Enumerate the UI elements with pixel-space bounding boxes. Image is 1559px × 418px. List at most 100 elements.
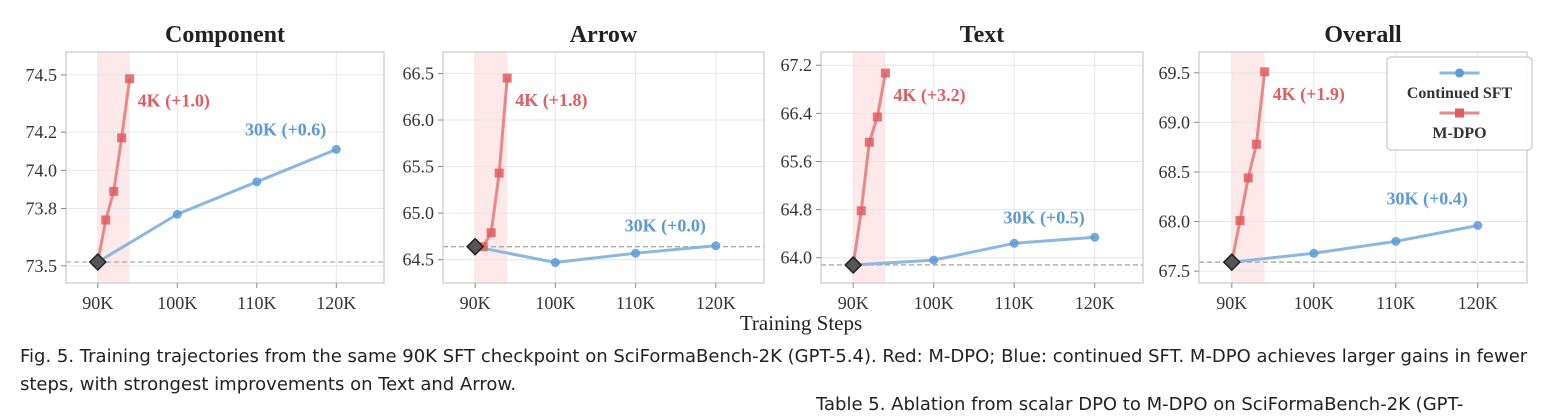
shared-x-axis-label: Training Steps — [740, 311, 862, 335]
x-tick-label: 90K — [1216, 293, 1247, 313]
sft-point — [331, 144, 341, 154]
plot-area — [1230, 67, 1483, 264]
y-tick-label: 68.0 — [1159, 212, 1191, 232]
x-tick-label: 110K — [616, 293, 655, 313]
y-tick-label: 67.2 — [781, 55, 813, 75]
y-tick-label: 64.0 — [781, 248, 813, 268]
sft-point — [1009, 238, 1019, 248]
mdpo-gain-annotation: 4K (+3.2) — [893, 85, 965, 106]
panel-arrow: 90K 100K 110K 120K 64.5 65.0 65.5 66.0 66.5 Arrow… — [403, 22, 765, 313]
sft-point — [1090, 232, 1100, 242]
sft-point — [929, 255, 939, 265]
mdpo-point — [1260, 67, 1270, 77]
mdpo-point — [502, 73, 512, 83]
mdpo-point — [101, 215, 111, 225]
legend-box — [1386, 56, 1533, 151]
y-tick-label: 73.5 — [26, 256, 58, 276]
y-tick-label: 65.6 — [781, 151, 813, 171]
table-caption: Table 5. Ablation from scalar DPO to M-D… — [816, 394, 1464, 415]
sft-gain-annotation: 30K (+0.5) — [1003, 207, 1084, 228]
y-tick-label: 66.4 — [781, 103, 813, 123]
x-tick-label: 120K — [316, 293, 356, 313]
y-tick-label: 74.5 — [26, 65, 58, 85]
y-tick-label: 66.5 — [403, 63, 435, 83]
x-tick-label: 90K — [82, 293, 113, 313]
x-tick-label: 90K — [460, 293, 491, 313]
x-tick-label: 100K — [1294, 293, 1334, 313]
x-tick-label: 110K — [995, 293, 1034, 313]
x-tick-label: 120K — [1458, 293, 1498, 313]
legend-mdpo-label: M-DPO — [1432, 125, 1486, 142]
panel-title: Component — [165, 22, 285, 48]
figure-caption: Fig. 5. Training trajectories from the s… — [20, 346, 1528, 395]
plot-area — [474, 73, 721, 268]
start-checkpoint-marker — [466, 237, 485, 256]
mdpo-point — [1243, 173, 1253, 183]
legend-mdpo-marker — [1455, 108, 1464, 118]
x-tick-label: 100K — [535, 293, 575, 313]
sft-point — [1309, 248, 1319, 258]
mdpo-point — [125, 74, 135, 84]
x-tick-label: 120K — [1075, 293, 1115, 313]
y-tick-label: 68.5 — [1159, 162, 1191, 182]
axes-frame — [820, 51, 1144, 284]
panel-title: Arrow — [570, 22, 638, 48]
x-tick-label: 90K — [838, 293, 869, 313]
sft-point — [172, 209, 182, 219]
x-tick-label: 120K — [696, 293, 736, 313]
plot-area — [851, 68, 1100, 267]
y-tick-label: 67.5 — [1159, 261, 1191, 281]
y-tick-label: 73.8 — [26, 199, 58, 219]
sft-gain-annotation: 30K (+0.6) — [245, 119, 326, 140]
panel-title: Text — [960, 22, 1004, 48]
x-tick-label: 100K — [914, 293, 954, 313]
mdpo-point — [494, 168, 504, 178]
start-checkpoint-marker — [88, 252, 107, 272]
sft-point — [711, 241, 721, 251]
mdpo-step-band — [853, 52, 886, 283]
axes-frame — [1198, 51, 1528, 284]
mdpo-point — [1235, 216, 1245, 226]
sft-point — [1473, 220, 1483, 230]
start-checkpoint-marker — [844, 255, 863, 275]
panel-overall: 90K 100K 110K 120K 67.5 68.0 68.5 69.0 69.5 Overa… — [1159, 22, 1533, 313]
x-tick-label: 100K — [157, 293, 197, 313]
axes-frame — [65, 51, 385, 284]
sft-point — [252, 177, 262, 187]
training-trajectories-figure: 90K 100K 110K 120K 73.5 73.8 74.0 74.2 74.5 Compo… — [26, 22, 1533, 335]
panel-text: 90K 100K 110K 120K 64.0 64.8 65.6 66.4 67.2 Text 4… — [781, 22, 1144, 313]
mdpo-point — [109, 186, 119, 196]
sft-point — [1391, 236, 1401, 246]
y-tick-label: 64.8 — [781, 200, 813, 220]
mdpo-point — [486, 228, 496, 238]
sft-point — [631, 248, 641, 258]
mdpo-gain-annotation: 4K (+1.0) — [138, 91, 210, 112]
mdpo-point — [117, 133, 127, 143]
mdpo-point — [856, 206, 866, 216]
y-tick-label: 74.2 — [26, 122, 58, 142]
y-tick-label: 65.0 — [403, 203, 435, 223]
y-tick-label: 69.5 — [1159, 63, 1191, 83]
sft-point — [550, 258, 560, 268]
start-checkpoint-marker — [1222, 253, 1241, 272]
y-tick-label: 64.5 — [403, 250, 435, 270]
mdpo-point — [1251, 139, 1261, 149]
sft-gain-annotation: 30K (+0.0) — [625, 216, 706, 237]
mdpo-gain-annotation: 4K (+1.9) — [1273, 84, 1345, 105]
mdpo-step-band — [1231, 52, 1265, 283]
mdpo-point — [880, 68, 890, 78]
mdpo-gain-annotation: 4K (+1.8) — [515, 90, 587, 111]
x-tick-label: 110K — [237, 293, 276, 313]
sft-gain-annotation: 30K (+0.4) — [1387, 188, 1468, 209]
y-tick-label: 74.0 — [26, 160, 58, 180]
x-tick-label: 110K — [1376, 293, 1415, 313]
plot-area — [96, 74, 341, 264]
y-tick-label: 65.5 — [403, 157, 435, 177]
sft-series-line — [853, 235, 1095, 267]
panel-title: Overall — [1324, 22, 1402, 48]
legend-sft-marker — [1455, 68, 1464, 78]
mdpo-point — [864, 137, 874, 147]
mdpo-point — [872, 112, 882, 122]
mdpo-step-band — [97, 52, 130, 283]
panel-component: 90K 100K 110K 120K 73.5 73.8 74.0 74.2 74.5 Compo… — [26, 22, 385, 313]
